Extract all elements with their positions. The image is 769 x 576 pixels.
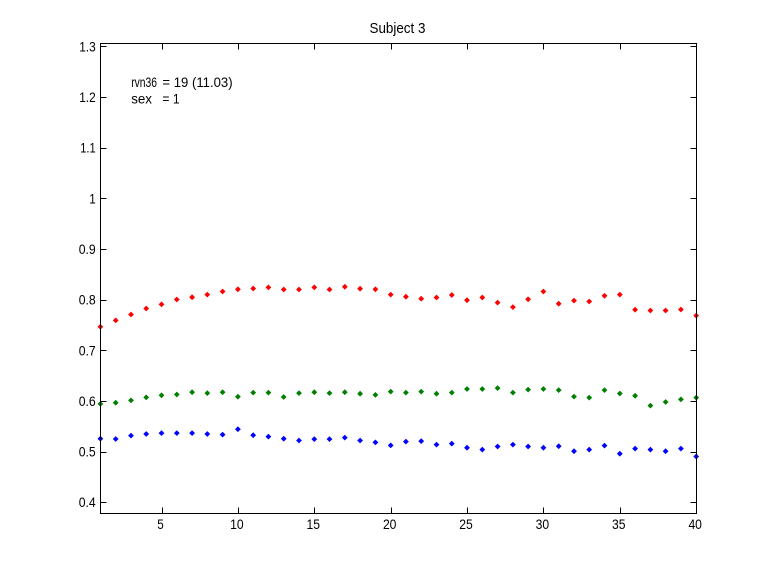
svg-text:30: 30 [536,517,550,532]
svg-text:40: 40 [688,517,702,532]
svg-text:0.9: 0.9 [79,242,96,257]
svg-text:0.8: 0.8 [79,293,96,308]
svg-text:sex: sex [131,91,152,106]
svg-text:1: 1 [89,191,96,206]
svg-text:1.3: 1.3 [79,39,96,54]
svg-text:Subject 3: Subject 3 [370,20,426,37]
svg-text:35: 35 [612,517,626,532]
svg-text:= 1: = 1 [162,91,179,106]
svg-text:15: 15 [307,517,321,532]
svg-text:rvn36: rvn36 [131,75,157,90]
svg-text:5: 5 [157,517,164,532]
svg-text:0.4: 0.4 [79,495,96,510]
svg-text:= 19 (11.03): = 19 (11.03) [162,75,232,90]
svg-text:0.6: 0.6 [79,394,96,409]
svg-text:25: 25 [459,517,473,532]
svg-text:10: 10 [230,517,244,532]
svg-text:20: 20 [383,517,397,532]
svg-text:1.1: 1.1 [80,141,96,156]
svg-text:1.2: 1.2 [79,90,96,105]
svg-text:0.5: 0.5 [79,445,96,460]
svg-text:0.7: 0.7 [79,343,96,358]
